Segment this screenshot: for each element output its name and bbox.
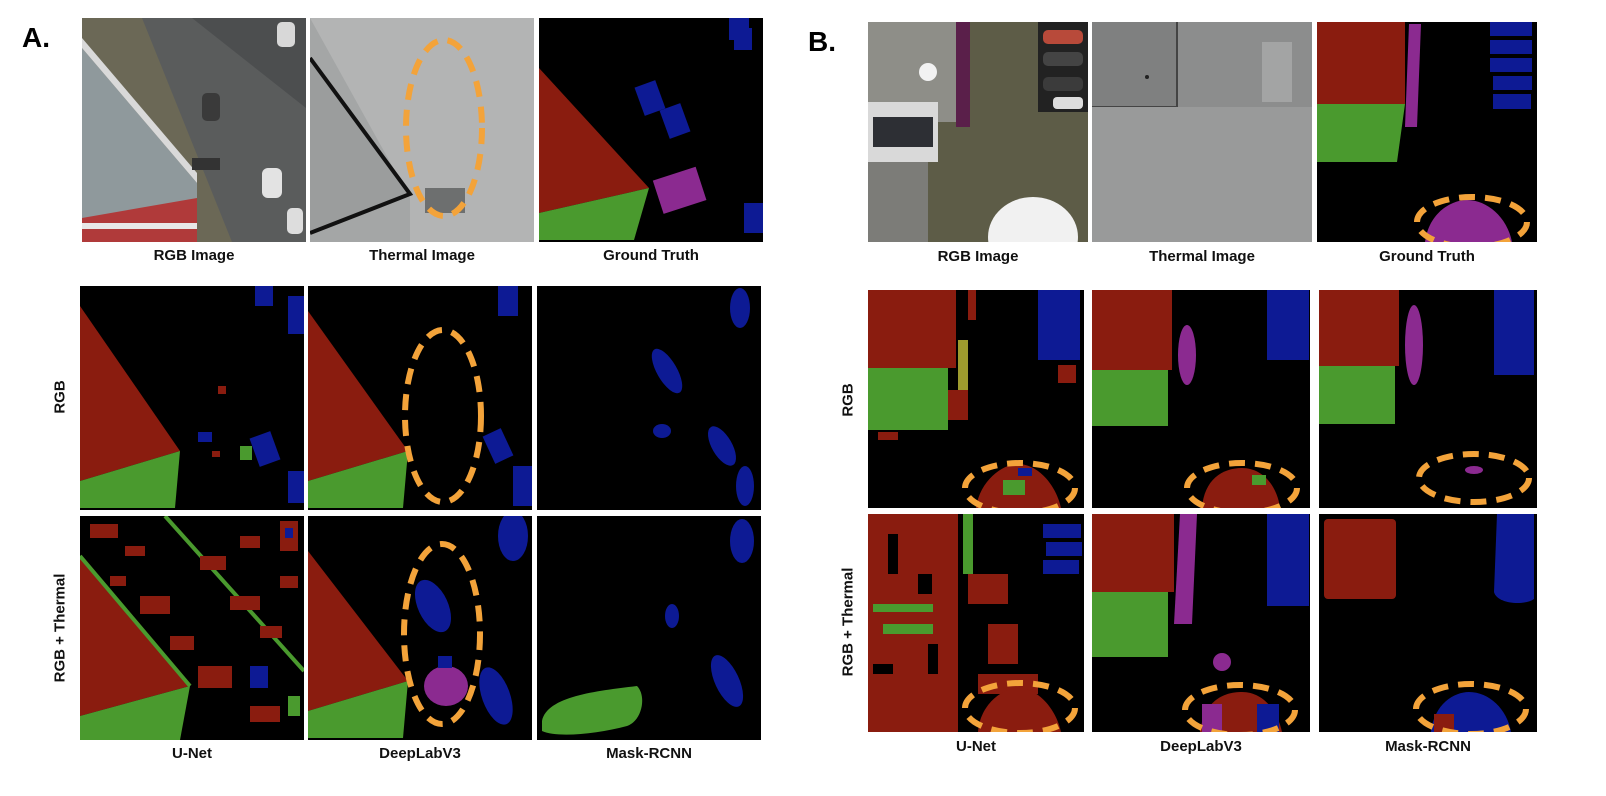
panel-b-rgb-maskrcnn xyxy=(1319,290,1537,508)
panel-a-thermal-maskrcnn xyxy=(537,516,761,740)
panel-b-rgb-image xyxy=(868,22,1088,242)
panel-a-rgb-maskrcnn xyxy=(537,286,761,510)
panel-b-thermal-image xyxy=(1092,22,1312,242)
panel-a-ground-truth xyxy=(539,18,763,242)
panel-a-caption-rgb: RGB Image xyxy=(153,247,235,264)
panel-b-row-label-rgb-thermal: RGB + Thermal xyxy=(839,567,857,677)
panel-b-caption-deeplabv3: DeepLabV3 xyxy=(1160,738,1242,755)
panel-b-label: B. xyxy=(808,26,836,57)
panel-a-row-label-rgb: RGB xyxy=(51,380,69,414)
panel-b-caption-ground-truth: Ground Truth xyxy=(1379,248,1475,265)
panel-a-rgb-image xyxy=(82,18,306,242)
panel-a-caption-thermal: Thermal Image xyxy=(369,247,475,264)
panel-b-thermal-unet xyxy=(868,514,1084,732)
panel-a-caption-maskrcnn: Mask-RCNN xyxy=(606,745,692,762)
panel-b-rgb-deeplabv3 xyxy=(1092,290,1310,508)
panel-a-thermal-unet xyxy=(80,516,304,740)
panel-a-caption-unet: U-Net xyxy=(172,745,212,762)
panel-b-ground-truth xyxy=(1317,22,1537,242)
panel-b-rgb-unet xyxy=(868,290,1084,508)
panel-b-caption-thermal: Thermal Image xyxy=(1149,248,1255,265)
panel-b-caption-rgb: RGB Image xyxy=(937,248,1019,265)
panel-b-caption-maskrcnn: Mask-RCNN xyxy=(1385,738,1471,755)
panel-a-row-label-rgb-thermal: RGB + Thermal xyxy=(51,573,69,683)
panel-a-caption-ground-truth: Ground Truth xyxy=(603,247,699,264)
panel-a-rgb-deeplabv3 xyxy=(308,286,532,510)
panel-b-row-label-rgb: RGB xyxy=(839,383,857,417)
panel-a-thermal-deeplabv3 xyxy=(308,516,532,740)
panel-a-label: A. xyxy=(22,22,50,53)
panel-b-thermal-deeplabv3 xyxy=(1092,514,1310,732)
panel-a-thermal-image xyxy=(310,18,534,242)
panel-b-caption-unet: U-Net xyxy=(956,738,996,755)
panel-a-rgb-unet xyxy=(80,286,304,510)
panel-b-thermal-maskrcnn xyxy=(1319,514,1537,732)
panel-a-caption-deeplabv3: DeepLabV3 xyxy=(379,745,461,762)
